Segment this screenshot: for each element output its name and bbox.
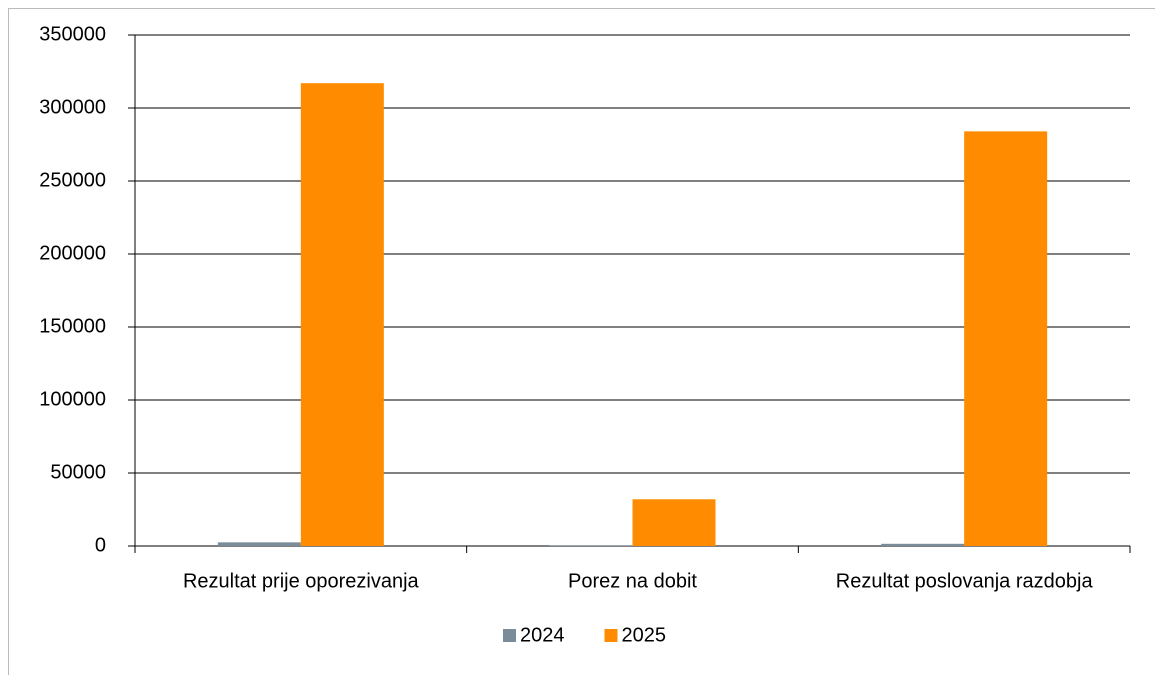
bar xyxy=(217,542,301,546)
legend-swatch xyxy=(503,629,516,642)
x-tick-label: Porez na dobit xyxy=(568,570,697,592)
bar xyxy=(300,83,384,547)
y-tick-label: 350000 xyxy=(39,23,106,45)
y-tick-label: 150000 xyxy=(39,315,106,337)
chart-border xyxy=(8,8,1155,675)
bar xyxy=(964,131,1048,547)
bar xyxy=(632,499,716,546)
y-tick-label: 300000 xyxy=(39,96,106,118)
legend-label: 2025 xyxy=(622,624,667,646)
x-tick-label: Rezultat poslovanja razdobja xyxy=(836,570,1094,592)
y-tick-label: 0 xyxy=(95,534,106,556)
legend-label: 2024 xyxy=(520,624,565,646)
x-tick-label: Rezultat prije oporezivanja xyxy=(183,570,420,592)
legend-swatch xyxy=(604,629,618,642)
y-tick-label: 50000 xyxy=(50,461,106,483)
y-tick-label: 250000 xyxy=(39,169,106,191)
y-tick-label: 200000 xyxy=(39,242,106,264)
bar xyxy=(549,545,633,546)
bar xyxy=(881,543,965,546)
y-tick-label: 100000 xyxy=(39,388,106,410)
